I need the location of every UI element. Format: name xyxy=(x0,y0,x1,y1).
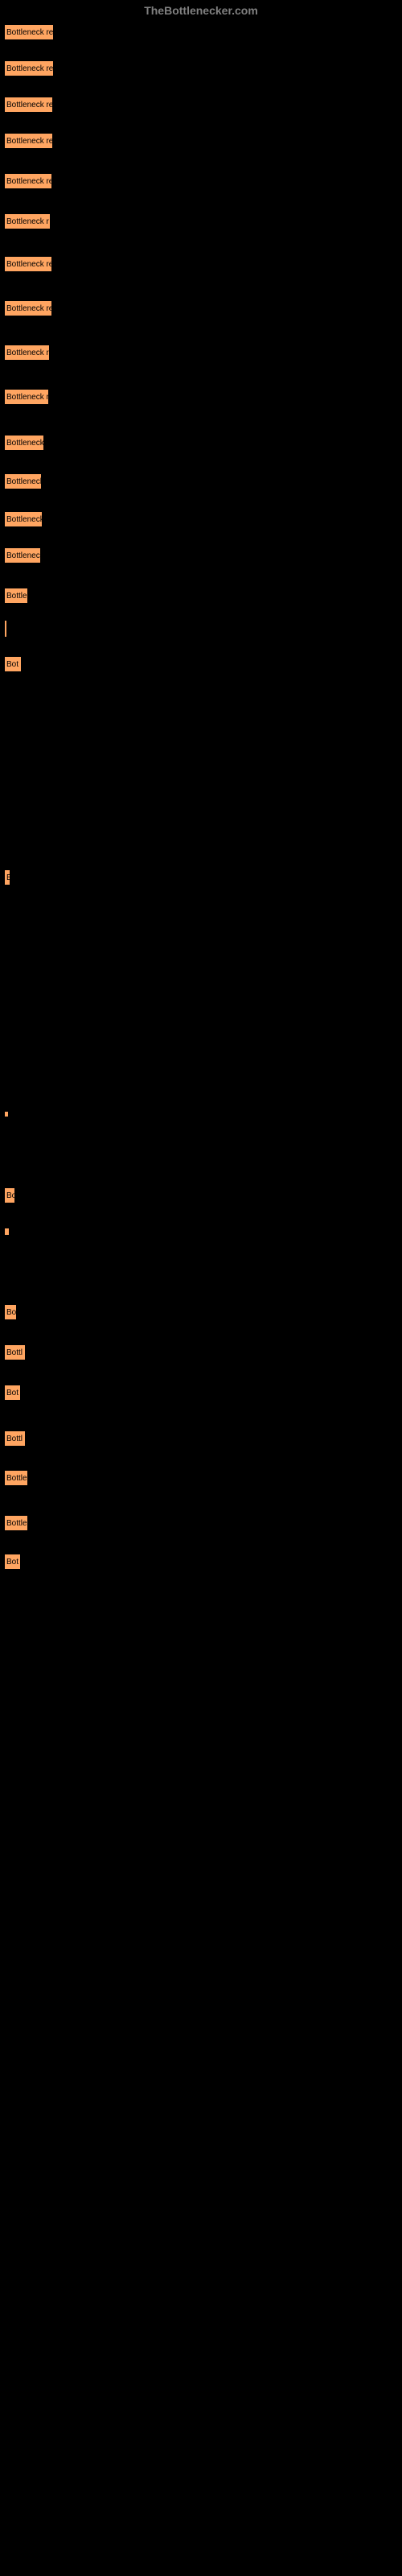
bottleneck-item-1[interactable]: Bottleneck res xyxy=(4,60,54,76)
bottleneck-item-19[interactable]: Bo xyxy=(4,1187,15,1203)
bottleneck-item-label: Bottleneck res xyxy=(6,28,54,37)
bottleneck-item-label: Bottleneck re xyxy=(6,101,53,109)
bottleneck-item-label: Bo xyxy=(6,1308,16,1317)
bottleneck-item-label: Bottle xyxy=(6,592,27,601)
bottleneck-item-24[interactable]: Bottl xyxy=(4,1430,26,1447)
bottleneck-item-label: B xyxy=(6,873,10,882)
bottleneck-item-label: Bottleneck xyxy=(6,515,43,524)
bottleneck-item-13[interactable]: Bottlenec xyxy=(4,547,41,564)
bottleneck-item-label: Bottleneck res xyxy=(6,64,54,73)
bottleneck-item-26[interactable]: Bottle xyxy=(4,1515,28,1531)
bottleneck-item-label: Bottleneck xyxy=(6,477,42,486)
bottleneck-item-18[interactable] xyxy=(4,1111,9,1117)
bottleneck-item-0[interactable]: Bottleneck res xyxy=(4,24,54,40)
bottleneck-item-11[interactable]: Bottleneck xyxy=(4,473,42,489)
bottleneck-item-label: Bottle xyxy=(6,1519,27,1528)
bottleneck-item-23[interactable]: Bot xyxy=(4,1385,21,1401)
bottleneck-item-8[interactable]: Bottleneck r xyxy=(4,345,50,361)
bottleneck-item-label: Bottlenec xyxy=(6,551,40,560)
bottleneck-item-16[interactable]: Bot xyxy=(4,656,22,672)
bottleneck-item-12[interactable]: Bottleneck xyxy=(4,511,43,527)
bottleneck-item-label: Bottleneck r xyxy=(6,349,49,357)
bottleneck-item-20[interactable] xyxy=(4,1228,10,1236)
bottleneck-item-2[interactable]: Bottleneck re xyxy=(4,97,53,113)
bottleneck-item-label: Bottleneck re xyxy=(6,137,53,146)
bottleneck-item-7[interactable]: Bottleneck re xyxy=(4,300,52,316)
bottleneck-item-label: Bottl xyxy=(6,1348,23,1357)
bottleneck-item-21[interactable]: Bo xyxy=(4,1304,17,1320)
bottleneck-item-22[interactable]: Bottl xyxy=(4,1344,26,1360)
bottleneck-item-label: Bottleneck re xyxy=(6,260,52,269)
bottleneck-item-25[interactable]: Bottle xyxy=(4,1470,28,1486)
bottleneck-item-label: Bot xyxy=(6,660,18,669)
bottleneck-item-17[interactable]: B xyxy=(4,869,10,886)
bottleneck-item-label: Bottl xyxy=(6,1435,23,1443)
bottleneck-item-14[interactable]: Bottle xyxy=(4,588,28,604)
bottleneck-item-label: Bottleneck r xyxy=(6,217,49,226)
bottleneck-item-label: Bottleneck r xyxy=(6,393,49,402)
bottleneck-item-label: Bo xyxy=(6,1191,15,1200)
bottleneck-item-4[interactable]: Bottleneck re xyxy=(4,173,52,189)
bottleneck-item-label: Bottleneck xyxy=(6,439,44,448)
bottleneck-item-label: Bottle xyxy=(6,1474,27,1483)
bottleneck-item-3[interactable]: Bottleneck re xyxy=(4,133,53,149)
bottleneck-item-label: Bot xyxy=(6,1389,18,1397)
bottleneck-item-5[interactable]: Bottleneck r xyxy=(4,213,51,229)
bottleneck-item-9[interactable]: Bottleneck r xyxy=(4,389,49,405)
bottleneck-item-10[interactable]: Bottleneck xyxy=(4,435,44,451)
bottleneck-item-27[interactable]: Bot xyxy=(4,1554,21,1570)
bottleneck-item-label: Bottleneck re xyxy=(6,177,52,186)
site-header: TheBottlenecker.com xyxy=(144,4,258,17)
bottleneck-item-label: Bottleneck re xyxy=(6,304,52,313)
bottleneck-item-6[interactable]: Bottleneck re xyxy=(4,256,52,272)
bottleneck-item-label: Bot xyxy=(6,1558,18,1567)
bottleneck-item-15[interactable] xyxy=(4,620,7,638)
